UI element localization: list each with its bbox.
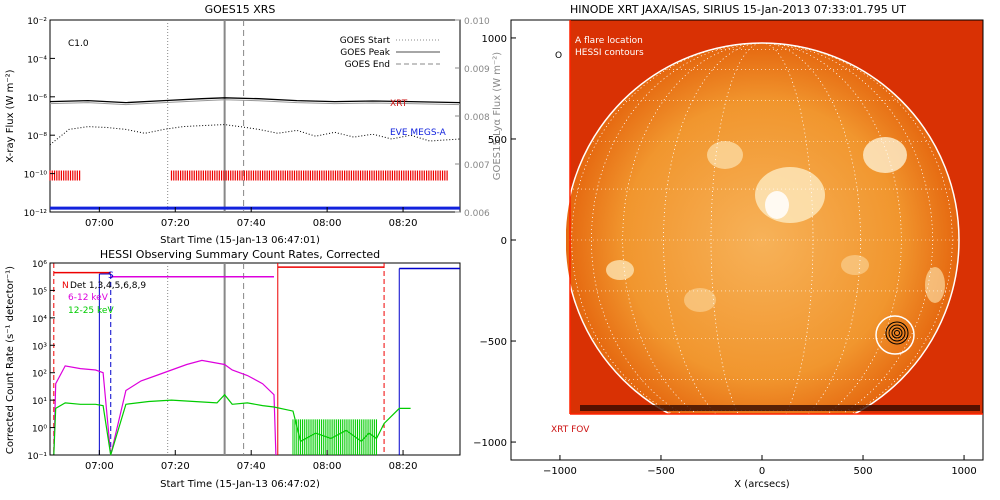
xrt-xlabel: X (arcsecs) [734,479,790,490]
hessi-plot-frame [49,262,461,456]
hessi-xlabel: Start Time (15-Jan-13 06:47:02) [160,479,320,490]
hessi-x-tick-label: 07:00 [85,461,114,472]
hessi-y-tick-label: 10⁶ [32,260,47,270]
goes-ylabel: X-ray Flux (W m⁻²) [5,69,16,162]
goes-y2-tick-label: 0.008 [464,113,490,123]
hessi-y-tick-label: 10² [32,370,47,380]
hessi-6-12-series [53,359,277,456]
goes-x-tick-label: 08:00 [313,218,342,229]
longitude-line [571,43,953,414]
xrt-y-tick-label: 0 [501,236,507,247]
contour [885,321,909,345]
longitude-line [710,43,814,414]
legend-hessi-contours: HESSI contours [575,48,644,58]
xrt-series-label: XRT [390,99,408,109]
goes-short-channel [49,124,461,146]
xrt-panel: HINODE XRT JAXA/ISAS, SIRIUS 15-Jan-2013… [473,3,984,490]
solar-disk [566,43,959,414]
solar-limb [566,42,960,414]
legend-goes-start: GOES Start [340,36,391,46]
active-region [925,267,945,303]
goes-x-tick-label: 07:20 [161,218,190,229]
hessi-y-tick-label: 10³ [32,342,47,352]
goes-xlabel: Start Time (15-Jan-13 06:47:01) [160,235,320,246]
active-region [707,141,743,169]
xrt-y-tick-label: 500 [488,135,507,146]
eve-series-label: EVE MEGS-A [390,128,447,138]
goes-x-tick-label: 08:20 [389,218,418,229]
hessi-y-tick-label: 10⁵ [32,287,47,297]
contour [888,324,906,342]
xrt-x-tick-label: −1000 [543,466,577,477]
goes-ylabel2: GOES15 Lyα Flux (W m⁻²) [492,52,503,180]
goes-y-tick-label: 10⁻⁸ [27,132,47,142]
goes-long-channel-shadow [49,99,461,106]
goes-y-tick-label: 10⁻⁴ [27,55,47,65]
longitude-line [622,43,902,414]
goes-class-label: C1.0 [68,39,89,49]
longitude-line [663,43,861,414]
xrt-y-tick-label: −1000 [473,438,507,449]
hessi-y-tick-label: 10¹ [32,397,47,407]
hessi-x-tick-label: 08:20 [389,461,418,472]
goes-x-tick-label: 07:00 [85,218,114,229]
xrt-y-tick-label: 1000 [482,34,507,45]
hessi-panel: HESSI Observing Summary Count Rates, Cor… [5,248,461,490]
goes-y2-tick-label: 0.007 [464,161,490,171]
hessi-s-marker: S [108,271,114,281]
goes-x-tick-label: 07:40 [237,218,266,229]
legend-goes-end: GOES End [345,60,390,70]
goes-legend: GOES Start GOES Peak GOES End [340,36,440,70]
xrt-x-tick-label: 500 [853,466,872,477]
corner-mark: O [555,51,562,61]
active-region [841,255,869,275]
hessi-x-tick-label: 07:40 [237,461,266,472]
legend-det: Det 1,3,4,5,6,8,9 [70,281,146,291]
xrt-x-tick-label: −500 [647,466,674,477]
hessi-title: HESSI Observing Summary Count Rates, Cor… [100,248,380,261]
active-region [684,288,716,312]
goes-y-tick-label: 10⁻² [27,17,47,27]
xrt-x-tick-label: 1000 [951,466,976,477]
active-region-core [765,191,789,219]
active-region [755,167,825,223]
active-region [606,260,634,280]
contour [894,330,900,336]
legend-flare-location: A flare location [575,36,643,46]
hessi-contours [875,315,915,355]
xrt-x-tick-label: 0 [759,466,765,477]
hessi-y-tick-label: 10⁻¹ [27,452,47,462]
hessi-x-tick-label: 08:00 [313,461,342,472]
goes-plot-frame [49,19,461,213]
legend-goes-peak: GOES Peak [340,48,390,58]
xrt-title: HINODE XRT JAXA/ISAS, SIRIUS 15-Jan-2013… [570,3,906,16]
hessi-y-tick-label: 10⁴ [32,315,47,325]
goes-y-tick-label: 10⁻¹² [24,209,48,219]
flare-location-circle [875,315,915,355]
goes-y2-tick-label: 0.009 [464,65,490,75]
hessi-x-tick-label: 07:20 [161,461,190,472]
goes-y2-tick-label: 0.006 [464,209,490,219]
xrt-y-tick-label: −500 [480,337,507,348]
goes-long-channel [49,97,461,104]
hessi-y-tick-label: 10⁰ [32,425,47,435]
hessi-12-25-series [53,393,411,456]
goes-y-tick-label: 10⁻⁶ [27,94,47,104]
xrt-fov-label: XRT FOV [551,425,590,435]
legend-12-25: 12-25 keV [68,306,114,316]
goes-panel: GOES15 XRS 07:00 07:20 07:40 08:00 08:20 10⁻… [5,3,503,246]
goes-y-tick-label: 10⁻¹⁰ [24,171,48,181]
contour [891,327,903,339]
detector-edge [580,405,980,411]
hessi-n-marker: N [62,281,69,291]
hessi-legend: N Det 1,3,4,5,6,8,9 6-12 keV 12-25 keV S [62,271,146,316]
goes-y2-tick-label: 0.010 [464,17,490,27]
legend-6-12: 6-12 keV [68,293,109,303]
goes-title: GOES15 XRS [205,3,276,16]
active-region [863,137,907,173]
hessi-ylabel: Corrected Count Rate (s⁻¹ detector⁻¹) [5,266,16,454]
